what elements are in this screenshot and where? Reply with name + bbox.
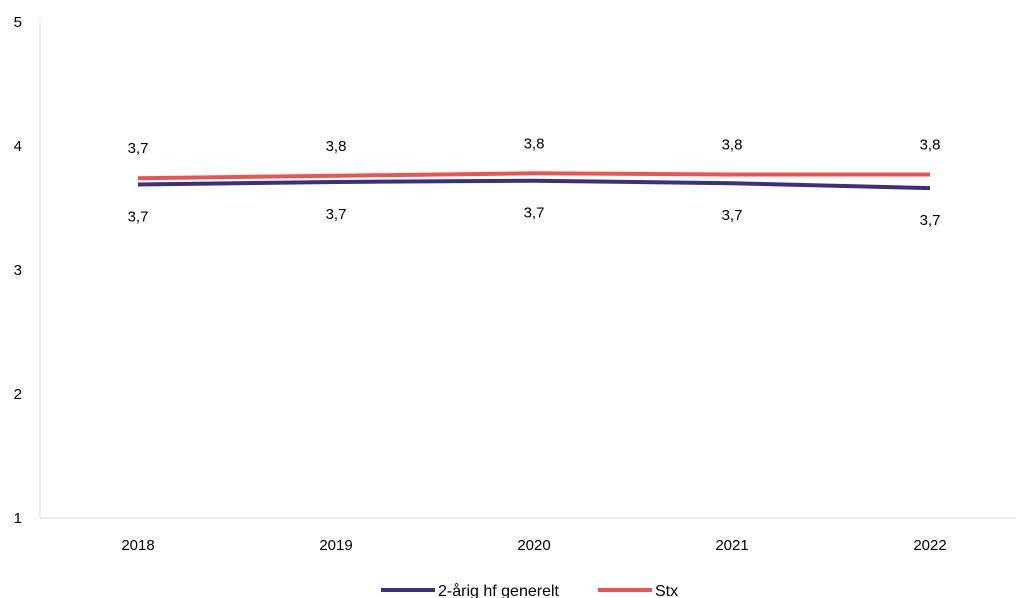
- data-label: 3,7: [326, 206, 347, 223]
- data-label: 3,7: [722, 207, 743, 224]
- data-label: 3,7: [920, 212, 941, 229]
- y-tick-label: 5: [14, 14, 22, 31]
- y-tick-label: 1: [14, 510, 22, 527]
- series-lines: [137, 171, 931, 191]
- data-label: 3,8: [524, 135, 545, 152]
- series-line: [137, 178, 931, 191]
- x-tick-label: 2018: [121, 537, 154, 554]
- legend: 2-årig hf generelt Stx: [381, 582, 678, 598]
- y-tick-label: 3: [14, 262, 22, 279]
- data-label: 3,7: [524, 205, 545, 222]
- data-label: 3,8: [326, 138, 347, 155]
- x-tick-label: 2021: [715, 537, 748, 554]
- x-tick-label: 2019: [319, 537, 352, 554]
- data-label: 3,8: [722, 137, 743, 154]
- data-label: 3,8: [920, 137, 941, 154]
- axes: [39, 22, 1016, 519]
- y-tick-label: 2: [14, 386, 22, 403]
- y-tick-label: 4: [14, 138, 22, 155]
- data-labels: 3,7 3,7 3,7 3,7 3,7 3,7 3,8 3,8 3,8 3,8: [128, 135, 941, 229]
- legend-label: 2-årig hf generelt: [438, 582, 560, 598]
- data-label: 3,7: [128, 208, 149, 225]
- y-axis-ticks: 1 2 3 4 5: [14, 14, 22, 527]
- x-tick-label: 2020: [517, 537, 550, 554]
- data-label: 3,7: [128, 140, 149, 157]
- series-line: [137, 171, 930, 181]
- x-axis-ticks: 2018 2019 2020 2021 2022: [121, 537, 946, 554]
- legend-label: Stx: [655, 583, 678, 598]
- x-tick-label: 2022: [913, 537, 946, 554]
